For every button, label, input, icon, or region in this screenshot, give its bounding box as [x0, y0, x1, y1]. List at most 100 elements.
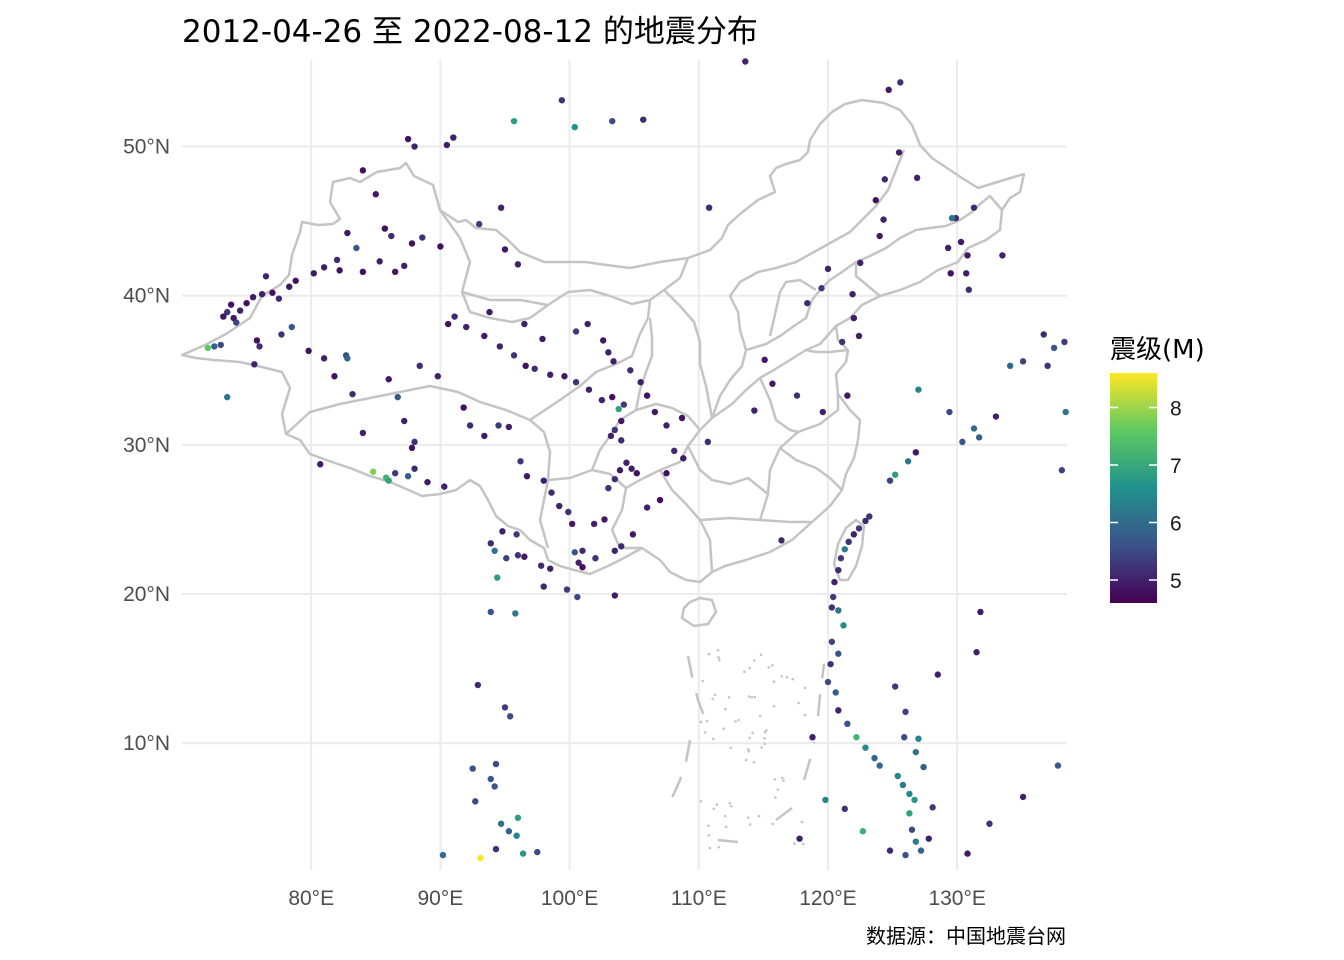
earthquake-point: [388, 232, 395, 240]
earthquake-point: [494, 574, 501, 581]
island-dot: [757, 814, 761, 818]
earthquake-point: [663, 422, 670, 429]
earthquake-point: [487, 775, 494, 783]
earthquake-point: [835, 566, 842, 574]
island-dot: [758, 714, 762, 718]
earthquake-point: [336, 267, 343, 274]
earthquake-point: [850, 531, 858, 538]
earthquake-point: [840, 622, 847, 629]
earthquake-point: [486, 308, 493, 316]
province-boundary: [758, 394, 840, 521]
earthquake-point: [605, 349, 612, 356]
earthquake-point: [344, 229, 351, 237]
earthquake-point: [505, 423, 513, 431]
island-dot: [746, 747, 750, 751]
island-dot: [793, 842, 796, 845]
earthquake-point: [778, 537, 785, 544]
earthquake-point: [886, 477, 894, 484]
earthquake-point: [514, 261, 522, 268]
earthquake-point: [628, 465, 635, 472]
earthquake-point: [540, 477, 547, 484]
y-tick-label: 50°N: [123, 136, 170, 159]
earthquake-point: [618, 543, 625, 550]
earthquake-point: [233, 319, 240, 326]
earthquake-point: [561, 373, 568, 380]
earthquake-point: [838, 338, 846, 346]
province-boundary: [768, 278, 817, 337]
earthquake-point: [501, 246, 509, 253]
earthquake-point: [828, 604, 836, 611]
island-dot: [715, 803, 719, 806]
island-dot: [717, 845, 721, 849]
earthquake-point: [841, 805, 848, 813]
earthquake-point: [977, 608, 984, 616]
province-boundary: [663, 289, 714, 419]
x-tick-label: 120°E: [799, 887, 856, 910]
earthquake-point: [344, 355, 351, 362]
island-dot: [728, 802, 732, 805]
island-dot: [748, 736, 751, 740]
earthquake-point: [249, 293, 257, 301]
island-dot: [724, 825, 728, 829]
earthquake-point: [401, 417, 408, 425]
earthquake-point: [370, 468, 377, 475]
earthquake-point: [496, 343, 504, 350]
earthquake-point: [599, 337, 607, 344]
earthquake-point: [492, 845, 500, 853]
earthquake-point: [292, 277, 299, 284]
island-dot: [780, 675, 784, 678]
province-boundary: [779, 447, 843, 491]
province-boundary: [699, 516, 812, 524]
earthquake-point: [572, 328, 580, 335]
island-dot: [750, 695, 754, 699]
island-dot: [747, 749, 751, 753]
earthquake-point: [912, 748, 920, 756]
x-axis-ticks: 80°E 90°E 100°E 110°E 120°E 130°E: [288, 887, 986, 910]
island-dot: [763, 742, 766, 746]
earthquake-point: [495, 422, 502, 429]
earthquake-point: [385, 376, 392, 383]
earthquake-point: [220, 313, 227, 320]
earthquake-point: [829, 593, 837, 601]
earthquake-point: [963, 270, 970, 277]
earthquake-point: [531, 365, 538, 372]
earthquake-point: [895, 149, 903, 156]
province-boundary: [610, 487, 642, 550]
island-dot: [724, 707, 727, 711]
province-boundary: [461, 290, 549, 307]
earthquake-point: [899, 781, 907, 789]
earthquake-point: [920, 763, 927, 771]
earthquake-point: [585, 386, 593, 393]
earthquake-point: [487, 608, 494, 616]
x-tick-label: 110°E: [671, 887, 727, 910]
earthquake-point: [253, 337, 261, 344]
earthquake-point: [671, 447, 678, 455]
island-dot: [763, 736, 766, 740]
earthquake-point: [609, 393, 616, 401]
earthquake-point: [506, 713, 514, 720]
earthquake-point: [929, 804, 936, 811]
earthquake-point: [592, 555, 599, 562]
earthquake-point: [844, 392, 851, 399]
earthquake-point: [1062, 408, 1069, 416]
earthquake-point: [605, 484, 612, 492]
island-dot: [722, 727, 725, 731]
island-dot: [703, 731, 707, 734]
earthquake-point: [872, 197, 879, 204]
province-boundary: [710, 149, 906, 419]
earthquake-point: [217, 341, 224, 349]
y-axis-ticks: 50°N 40°N 30°N 20°N 10°N: [123, 136, 170, 756]
earthquake-point: [565, 508, 572, 516]
earthquake-point: [902, 708, 909, 716]
earthquake-point: [568, 520, 576, 528]
earthquake-point: [880, 216, 887, 223]
earthquake-point: [469, 765, 476, 772]
earthquake-point: [637, 379, 644, 386]
island-dot: [737, 718, 740, 722]
island-dot: [729, 746, 733, 749]
earthquake-point: [404, 135, 412, 143]
island-dot: [718, 658, 721, 662]
earthquake-point: [491, 783, 498, 790]
island-dot: [776, 788, 780, 791]
earthquake-point: [286, 283, 293, 290]
